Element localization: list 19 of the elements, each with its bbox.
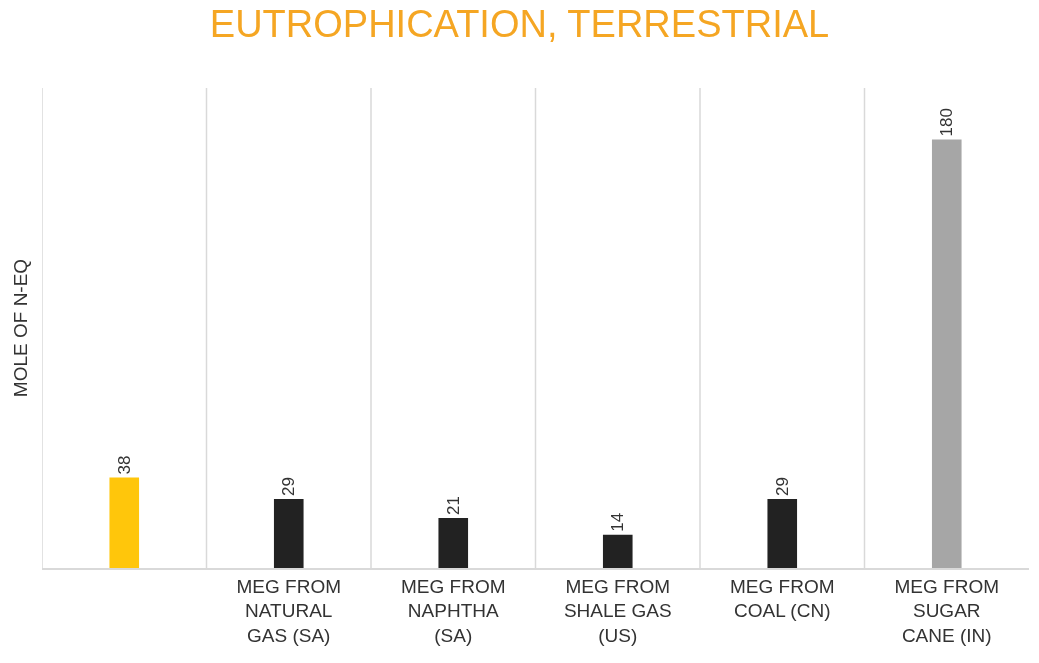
x-tick-label: MEG FROM SUGAR CANE (IN) xyxy=(894,575,999,646)
bar xyxy=(273,498,304,568)
data-label: 38 xyxy=(114,455,134,475)
bar xyxy=(109,477,140,568)
data-label: 180 xyxy=(937,108,957,137)
bar xyxy=(438,518,469,568)
x-tick-label: MEG FROM NATURAL GAS (SA) xyxy=(236,575,341,646)
bar xyxy=(602,534,633,568)
bar xyxy=(931,139,962,568)
x-tick-label: MEG FROM NAPHTHA (SA) xyxy=(401,575,506,646)
data-label: 29 xyxy=(772,477,792,496)
chart-title: EUTROPHICATION, TERRESTRIAL xyxy=(209,2,830,45)
x-tick-label: MEG FROM SHALE GAS (US) xyxy=(563,575,672,646)
bar xyxy=(767,498,798,568)
data-label: 14 xyxy=(608,512,628,532)
data-label: 21 xyxy=(443,496,463,515)
data-label: 29 xyxy=(279,477,299,496)
x-tick-label: MEG FROM COAL (CN) xyxy=(730,575,835,622)
y-axis-title: MOLE OF N-EQ xyxy=(9,258,31,398)
